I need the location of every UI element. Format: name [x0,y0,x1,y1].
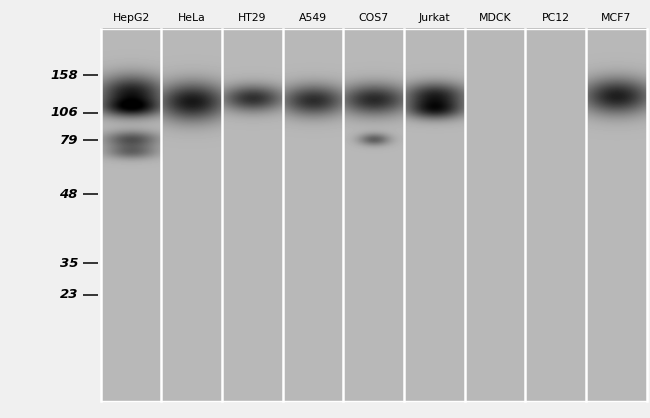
Text: HT29: HT29 [238,13,266,23]
Text: PC12: PC12 [541,13,570,23]
Bar [222,29,283,401]
Text: 79: 79 [60,133,78,147]
Text: 35: 35 [60,257,78,270]
Text: COS7: COS7 [359,13,389,23]
Text: MCF7: MCF7 [601,13,632,23]
Text: 23: 23 [60,288,78,301]
Text: 106: 106 [50,106,78,120]
Text: A549: A549 [299,13,327,23]
Text: MDCK: MDCK [479,13,512,23]
Bar [161,29,222,401]
Bar [283,29,343,401]
Bar [343,29,404,401]
Text: Jurkat: Jurkat [419,13,450,23]
Bar [404,29,465,401]
Bar [101,29,161,401]
Bar [586,29,647,401]
Text: HepG2: HepG2 [112,13,150,23]
Text: 48: 48 [60,188,78,201]
Text: 158: 158 [50,69,78,82]
Bar [465,29,525,401]
Bar [525,29,586,401]
Text: HeLa: HeLa [178,13,205,23]
